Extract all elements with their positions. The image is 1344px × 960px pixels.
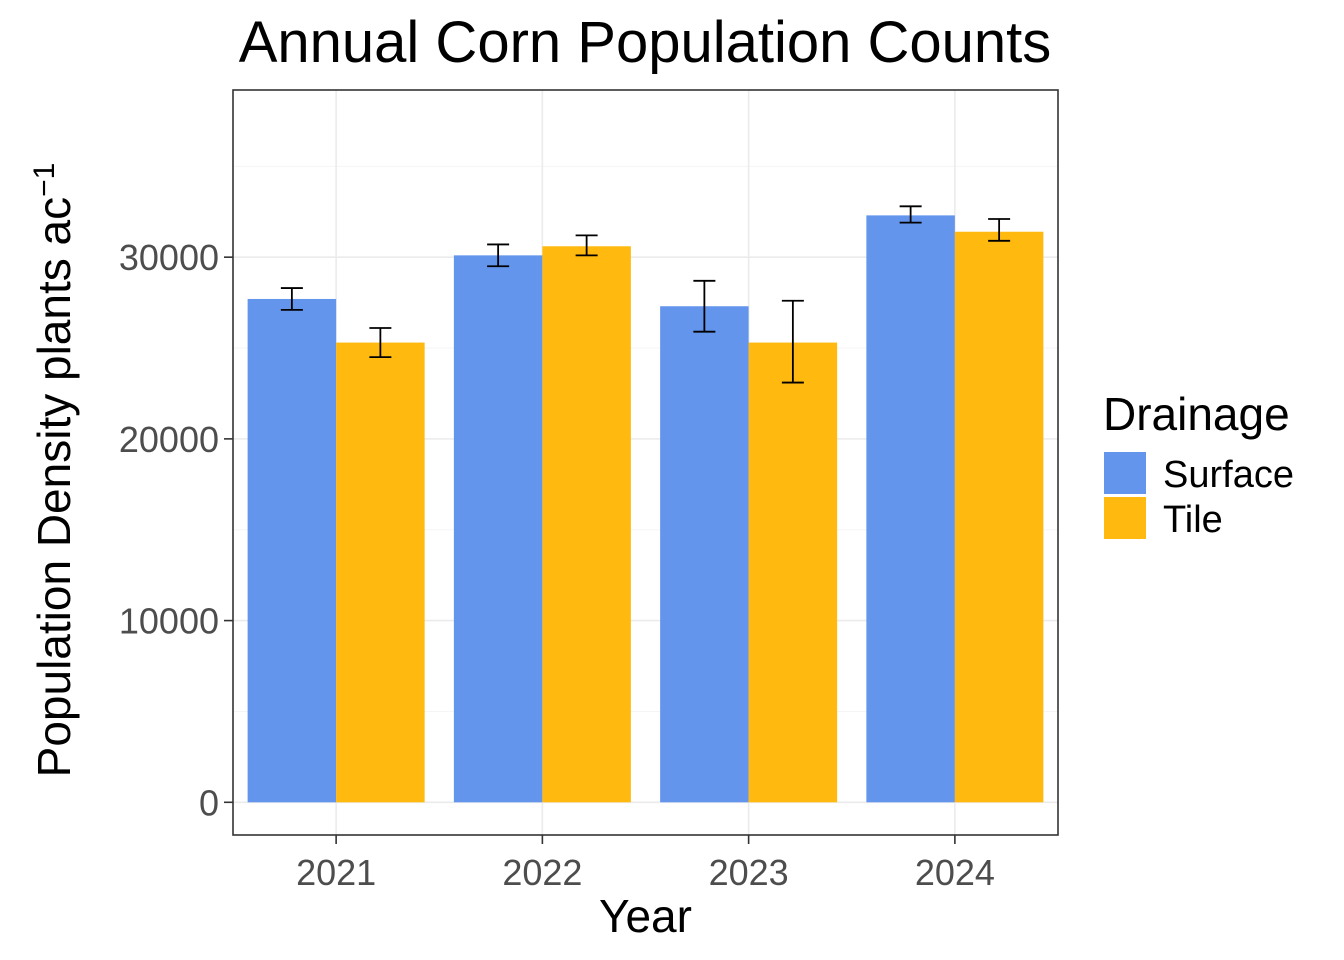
error-bar-surface-2022 xyxy=(487,243,510,268)
bar-surface-2022 xyxy=(453,255,543,803)
y-tick-label: 10000 xyxy=(119,601,219,642)
y-tick-label: 0 xyxy=(199,782,219,823)
error-bar-surface-2024 xyxy=(899,205,922,224)
x-tick-label: 2023 xyxy=(709,852,789,893)
error-bar-tile-2024 xyxy=(988,218,1011,242)
legend-label-tile: Tile xyxy=(1163,499,1223,541)
bars-layer xyxy=(247,215,1044,803)
error-bar-surface-2023 xyxy=(693,279,716,333)
bar-tile-2021 xyxy=(336,342,425,803)
bar-tile-2023 xyxy=(748,342,838,803)
error-bar-tile-2022 xyxy=(575,234,598,257)
x-axis-title: Year xyxy=(599,890,692,942)
bar-surface-2023 xyxy=(660,306,749,803)
legend-title: Drainage xyxy=(1103,388,1290,440)
error-bar-tile-2023 xyxy=(781,299,804,384)
x-tick-label: 2024 xyxy=(915,852,995,893)
plot-panel-border xyxy=(232,89,1059,836)
y-axis-title: Population Density plants ac−1 xyxy=(28,163,81,778)
legend-key-surface xyxy=(1104,452,1146,494)
chart-title: Annual Corn Population Counts xyxy=(239,10,1052,75)
error-bars-layer xyxy=(280,205,1011,384)
x-tick-label: 2021 xyxy=(296,852,376,893)
x-tick-label: 2022 xyxy=(502,852,582,893)
y-tick-label: 30000 xyxy=(119,237,219,278)
bar-tile-2024 xyxy=(954,231,1044,803)
error-bar-surface-2021 xyxy=(280,287,303,311)
bar-surface-2024 xyxy=(866,215,955,803)
bar-tile-2022 xyxy=(542,246,631,803)
legend-label-surface: Surface xyxy=(1163,454,1294,496)
y-tick-label: 20000 xyxy=(119,419,219,460)
axis-layer: 0 10000 20000 30000 2021 2022 2023 2024 xyxy=(119,237,995,893)
error-bar-tile-2021 xyxy=(369,327,392,359)
y-axis-title-superscript: −1 xyxy=(28,163,61,197)
bar-surface-2021 xyxy=(247,298,337,803)
y-axis-title-main: Population Density plants ac xyxy=(28,197,80,777)
legend-key-tile xyxy=(1104,497,1146,539)
